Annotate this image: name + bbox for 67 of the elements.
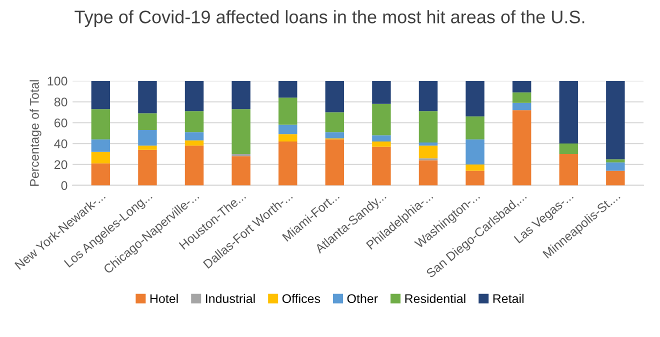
bar <box>606 159 625 162</box>
bar <box>91 109 110 140</box>
bar <box>232 109 250 154</box>
legend-label: Hotel <box>150 294 178 304</box>
bar <box>512 80 532 92</box>
bar <box>512 110 532 186</box>
bar <box>325 139 344 186</box>
bar <box>372 80 391 104</box>
bar <box>466 116 484 140</box>
bar <box>418 142 438 146</box>
bar <box>278 80 298 98</box>
y-tick-label: 80 <box>54 98 68 106</box>
bar <box>325 132 344 138</box>
bar <box>372 135 391 142</box>
y-tick-label: 100 <box>48 76 68 86</box>
bar <box>512 92 532 103</box>
bar <box>559 154 578 186</box>
y-tick-label: 20 <box>54 160 68 170</box>
bar <box>466 164 484 171</box>
bar <box>372 146 391 186</box>
legend-label: Residential <box>405 294 466 304</box>
bar <box>466 170 484 186</box>
bar <box>559 80 578 144</box>
bar <box>466 139 484 164</box>
bar <box>559 144 578 154</box>
bar <box>91 139 110 152</box>
bar <box>325 80 344 112</box>
bar <box>91 163 110 186</box>
bar <box>184 80 204 112</box>
y-tick-label: 40 <box>54 139 68 148</box>
bar <box>418 80 438 112</box>
bar <box>138 113 157 130</box>
legend-label: Other <box>347 294 378 304</box>
bar <box>372 141 391 147</box>
bar <box>232 80 250 110</box>
bar <box>184 132 204 140</box>
legend-label: Offices <box>282 294 320 304</box>
bar <box>184 111 204 132</box>
bar <box>418 160 438 186</box>
bar <box>278 141 298 186</box>
bar <box>278 134 298 142</box>
bar <box>232 156 250 186</box>
bar <box>138 146 157 150</box>
chart-title: Type of Covid-19 affected loans in the most hit areas of the U.S. <box>74 10 584 27</box>
bar <box>418 146 438 158</box>
bar <box>372 104 391 136</box>
bar <box>512 102 532 110</box>
bar <box>278 124 298 134</box>
bar <box>278 98 298 125</box>
bar <box>606 80 625 160</box>
bar <box>138 150 157 186</box>
legend-label: Industrial <box>206 294 255 304</box>
bar <box>184 140 204 146</box>
y-axis-title: Percentage of Total <box>30 80 42 186</box>
bar <box>138 80 157 114</box>
bar <box>418 111 438 143</box>
bar <box>91 80 110 110</box>
bar <box>184 146 204 186</box>
bar <box>325 112 344 132</box>
bar <box>91 152 110 164</box>
bar <box>466 80 484 116</box>
y-tick-label: 60 <box>54 118 68 128</box>
legend-label: Retail <box>493 294 524 304</box>
bar <box>606 162 625 171</box>
bar <box>138 130 157 146</box>
y-tick-label: 0 <box>61 181 68 190</box>
bar <box>606 170 625 186</box>
